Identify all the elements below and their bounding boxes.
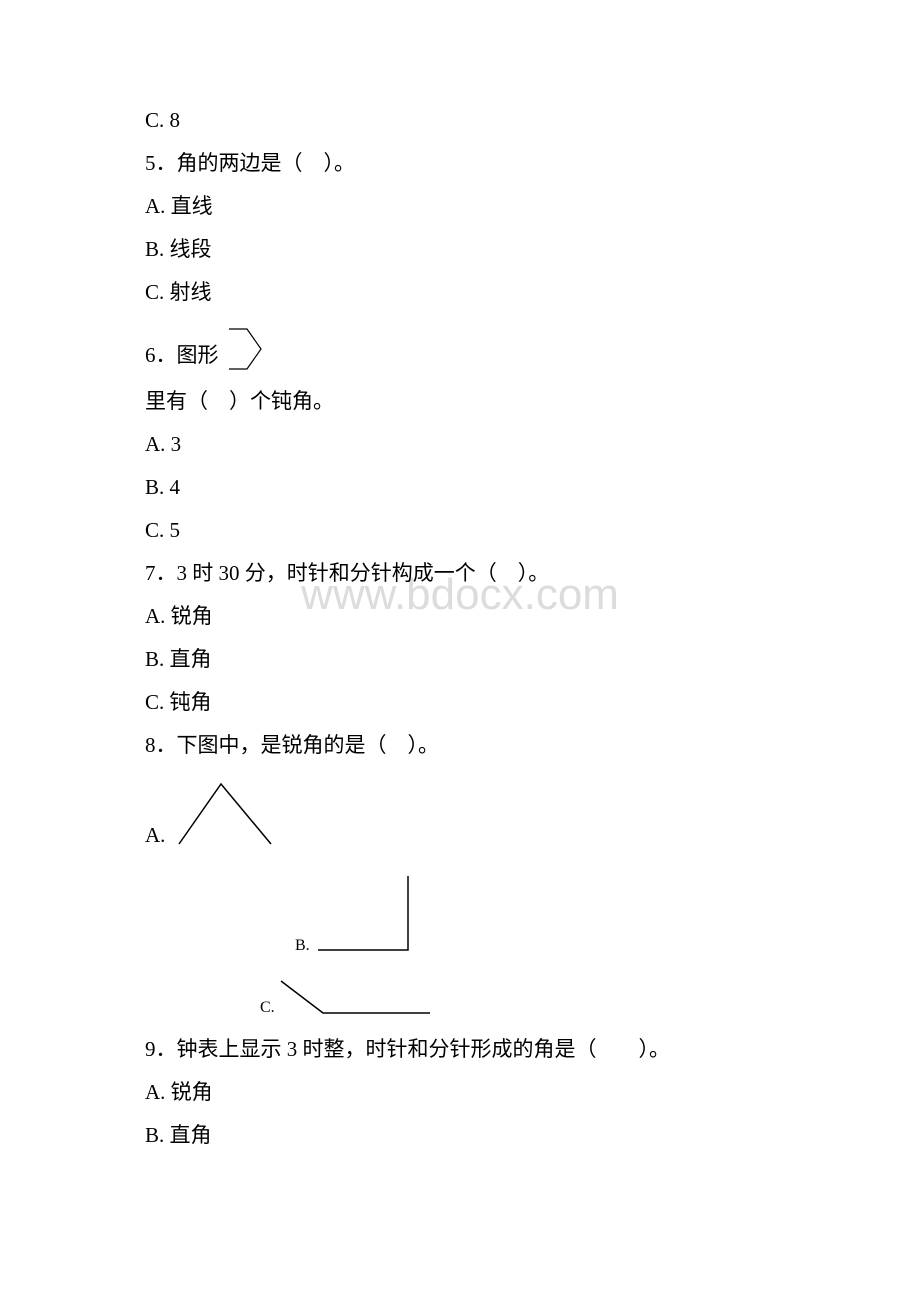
q7-stem: 7．3 时 30 分，时针和分针构成一个（ ）。 bbox=[145, 563, 775, 584]
q6-option-c: C. 5 bbox=[145, 520, 775, 541]
q5-option-c: C. 射线 bbox=[145, 282, 775, 303]
q8-label-a: A. bbox=[145, 823, 165, 848]
q5-option-a: A. 直线 bbox=[145, 196, 775, 217]
q5-option-b: B. 线段 bbox=[145, 239, 775, 260]
q6-stem-row: 6．图形 bbox=[145, 325, 775, 369]
q6-suffix: 里有（ ）个钝角。 bbox=[145, 391, 775, 412]
q4-option-c: C. 8 bbox=[145, 110, 775, 131]
pentagon-icon bbox=[225, 325, 265, 373]
q8-option-b-row: B. bbox=[145, 870, 775, 955]
document-content: C. 8 5．角的两边是（ ）。 A. 直线 B. 线段 C. 射线 6．图形 … bbox=[145, 110, 775, 1146]
q7-option-a: A. 锐角 bbox=[145, 606, 775, 627]
q8-option-a-row: A. bbox=[145, 778, 775, 848]
q9-option-b: B. 直角 bbox=[145, 1125, 775, 1146]
q8-label-b: B. bbox=[295, 937, 310, 955]
q6-option-b: B. 4 bbox=[145, 477, 775, 498]
q5-stem: 5．角的两边是（ ）。 bbox=[145, 153, 775, 174]
q7-option-b: B. 直角 bbox=[145, 649, 775, 670]
q9-option-a: A. 锐角 bbox=[145, 1082, 775, 1103]
q6-option-a: A. 3 bbox=[145, 434, 775, 455]
q9-stem: 9．钟表上显示 3 时整，时针和分针形成的角是（ ）。 bbox=[145, 1039, 775, 1060]
q8-option-c-row: C. bbox=[145, 977, 775, 1017]
q8-stem: 8．下图中，是锐角的是（ ）。 bbox=[145, 735, 775, 756]
q8-label-c: C. bbox=[260, 999, 275, 1017]
q7-option-c: C. 钝角 bbox=[145, 692, 775, 713]
acute-angle-icon bbox=[171, 778, 281, 848]
right-angle-icon bbox=[310, 870, 415, 955]
obtuse-angle-icon bbox=[275, 977, 435, 1017]
q6-prefix: 6．图形 bbox=[145, 339, 219, 369]
